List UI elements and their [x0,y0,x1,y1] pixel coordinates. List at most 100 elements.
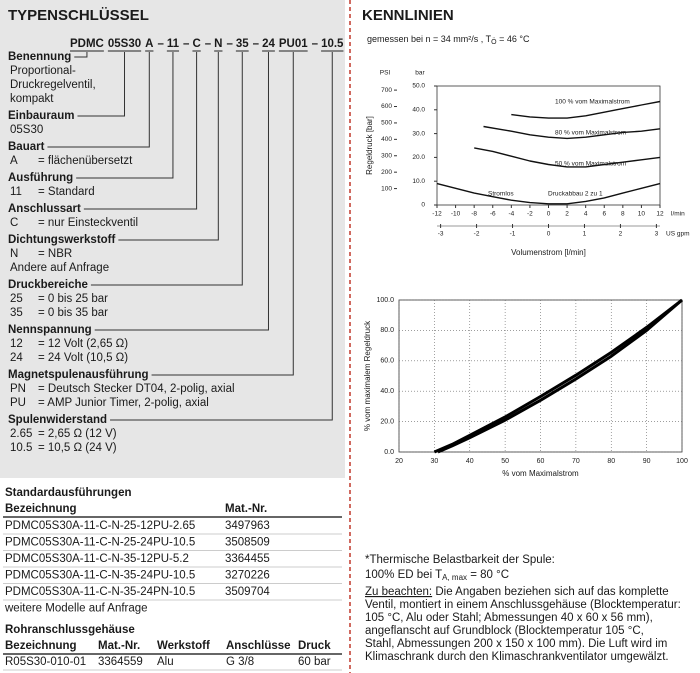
y-tick-label: 0 [421,202,425,209]
key-connector [90,52,243,286]
section-heading: Druckbereiche [8,279,88,291]
table-cell: PDMC05S30A-11-C-N-25-12PU-2.65 [5,520,195,532]
subtitle-text: = 46 °C [497,34,530,44]
option-text: Druckregelventil, [10,79,96,91]
section-heading: Magnetspulenausführung [8,369,149,381]
table-cell: 3509704 [225,586,270,598]
table-title: Standardausführungen [5,487,132,499]
option-key: 24 [10,352,23,364]
option-key: 35 [10,307,23,319]
y-axis-label: Regeldruck [bar] [365,116,374,175]
y-tick-label: 40.0 [380,388,394,395]
x-tick-label: 0 [547,211,551,218]
table-header: Mat.-Nr. [225,503,267,515]
code-part: A [145,38,153,50]
key-connector [77,52,126,117]
y-tick-label: 20.0 [412,154,425,161]
x-tick-label: -12 [432,211,442,218]
y-tick-label: 30.0 [412,130,425,137]
y-tick-label: 60.0 [380,358,394,365]
x-tick-label: 2 [565,211,569,218]
caution-text: angeflanscht auf Grundblock (Blocktemper… [365,625,644,637]
table-header: Druck [298,640,331,652]
subtitle-sub: Ö [491,38,497,46]
code-separator: – [312,38,319,50]
table-cell: 3364455 [225,553,270,565]
option-text: = 0 bis 35 bar [38,307,108,319]
thermal-note: *Thermische Belastbarkeit der Spule: [365,554,555,566]
section-heading: Anschlussart [8,203,81,215]
y-tick-label: 20.0 [380,418,394,425]
x-tick-label: 8 [621,211,625,218]
curve [436,182,661,205]
x-tick-label: 100 [676,458,688,465]
key-connector [83,52,198,210]
option-key: N [10,248,18,260]
option-text: 05S30 [10,124,43,136]
x-tick-label: 20 [395,458,403,465]
x-tick-label: -8 [471,211,477,218]
caution-label: Zu beachten: [365,586,432,598]
code-part: PU01 [279,38,308,50]
curve-label: 80 % vom Maximalstrom [555,130,626,137]
table-header: Bezeichnung [5,503,77,515]
section-heading: Ausführung [8,172,73,184]
caution-line: Zu beachten: Die Angaben beziehen sich a… [365,586,669,598]
option-text: Proportional- [10,65,76,77]
x-tick-label: 12 [656,211,664,218]
code-part: 24 [262,38,275,50]
curve [474,147,661,168]
x-tick-label: -4 [508,211,514,218]
key-connector [94,52,269,331]
x-tick-label: 6 [602,211,606,218]
section-heading: Nennspannung [8,324,92,336]
x-tick-label: 70 [572,458,580,465]
x-tick-label: 4 [584,211,588,218]
y2-unit: PSI [380,70,391,77]
x2-tick-label: 2 [619,231,623,238]
curve [437,298,683,454]
y-tick-label: 80.0 [380,327,394,334]
x-unit: l/min [671,211,685,218]
table-cell: PDMC05S30A-11-C-N-35-24PU-10.5 [5,570,195,582]
section-heading: Spulenwiderstand [8,414,107,426]
curves-subtitle: gemessen bei n = 34 mm²/s , TÖ = 46 °C [367,34,530,45]
y-tick-label: 50.0 [412,83,425,90]
option-text: = 24 Volt (10,5 Ω) [38,352,128,364]
section-heading: Benennung [8,51,71,63]
code-part: 10.5 [321,38,344,50]
table-header: Mat.-Nr. [98,640,140,652]
table-cell: G 3/8 [226,656,254,668]
table-note: weitere Modelle auf Anfrage [4,603,148,615]
x2-tick-label: 1 [583,231,587,238]
duty-note: 100% ED bei TA, max = 80 °C [365,569,509,582]
section-heading: Bauart [8,141,45,153]
x-tick-label: 60 [537,458,545,465]
table-title: Rohranschlussgehäuse [5,624,135,636]
y2-tick-label: 100 [381,185,392,192]
option-key: 10.5 [10,442,32,454]
table-cell: 3508509 [225,537,270,549]
code-part: N [214,38,222,50]
curve [433,298,683,454]
key-connector [151,52,294,376]
x2-tick-label: 3 [655,231,659,238]
table-header: Werkstoff [157,640,210,652]
table-header: Bezeichnung [5,640,77,652]
x-tick-label: 90 [643,458,651,465]
y-axis-label: % vom maximalem Regeldruck [363,320,372,431]
subtitle-text: gemessen bei n = 34 mm²/s , T [367,34,492,44]
x2-tick-label: -1 [510,231,516,238]
table-cell: 60 bar [298,656,331,668]
option-key: 11 [10,186,22,198]
table-cell: R05S30-010-01 [5,656,86,668]
code-part: 05S30 [108,38,141,50]
code-part: 35 [236,38,249,50]
section-heading: Dichtungswerkstoff [8,234,116,246]
y2-tick-label: 600 [381,103,392,110]
section-heading: Einbauraum [8,110,74,122]
table-header: Anschlüsse [226,640,291,652]
option-key: PU [10,397,26,409]
